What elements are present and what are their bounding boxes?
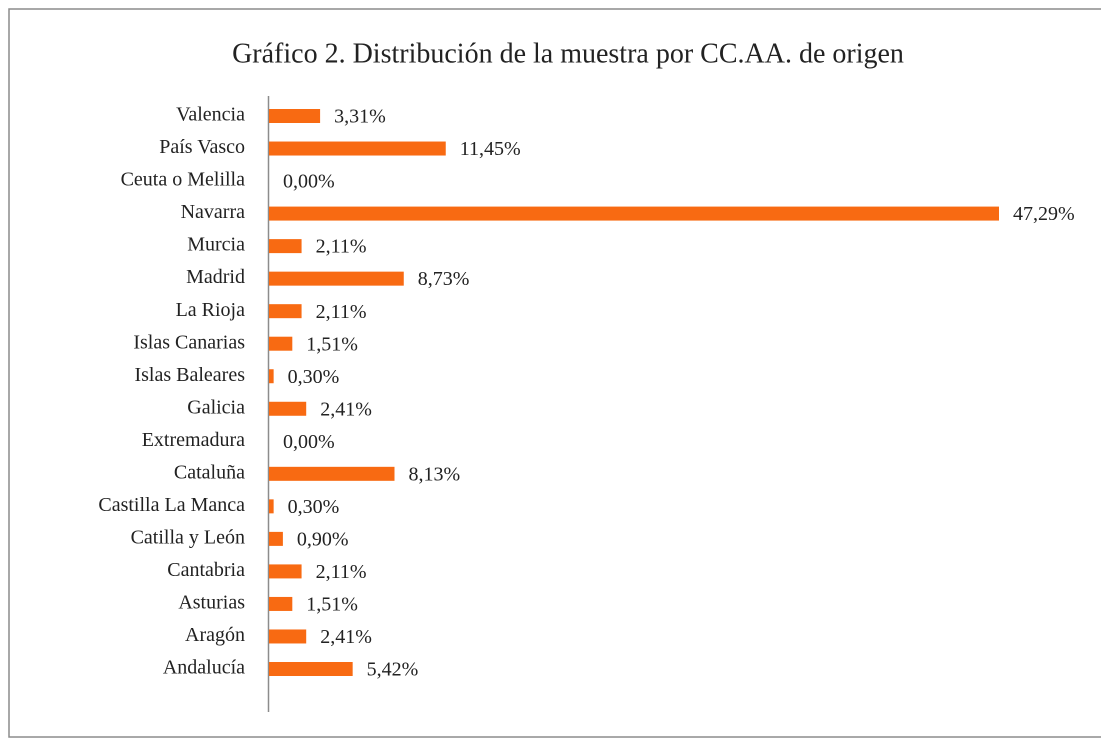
bar bbox=[269, 662, 353, 676]
bar bbox=[269, 629, 307, 644]
category-label: País Vasco bbox=[159, 136, 245, 158]
category-label: Galicia bbox=[187, 396, 245, 418]
category-label: Madrid bbox=[186, 266, 245, 288]
bar bbox=[269, 141, 446, 156]
category-label: Cantabria bbox=[167, 559, 245, 581]
value-label: 2,41% bbox=[320, 398, 372, 420]
category-label: Islas Baleares bbox=[134, 364, 245, 386]
bar bbox=[269, 466, 395, 481]
bar bbox=[269, 271, 404, 286]
value-label: 2,11% bbox=[316, 561, 367, 583]
value-label: 3,31% bbox=[334, 106, 386, 128]
value-label: 2,11% bbox=[316, 236, 367, 258]
value-label: 1,51% bbox=[306, 594, 358, 616]
bar bbox=[269, 401, 307, 416]
category-label: Asturias bbox=[178, 592, 245, 614]
bar bbox=[269, 206, 999, 221]
category-label: Andalucía bbox=[163, 657, 245, 679]
bar bbox=[269, 499, 274, 514]
bar bbox=[269, 369, 274, 384]
value-label: 1,51% bbox=[306, 333, 358, 355]
bar bbox=[269, 109, 321, 123]
category-label: Catilla y León bbox=[131, 526, 245, 548]
value-label: 2,41% bbox=[320, 626, 372, 648]
category-label: La Rioja bbox=[176, 299, 246, 321]
bar bbox=[269, 596, 293, 611]
bar bbox=[269, 531, 283, 546]
category-label: Valencia bbox=[176, 104, 245, 126]
bar bbox=[269, 564, 302, 579]
value-label: 8,13% bbox=[409, 463, 461, 485]
category-label: Cataluña bbox=[174, 461, 245, 483]
value-label: 8,73% bbox=[418, 268, 470, 290]
value-label: 11,45% bbox=[460, 138, 521, 160]
bar bbox=[269, 239, 302, 254]
chart-title: Gráfico 2. Distribución de la muestra po… bbox=[232, 38, 904, 69]
value-label: 2,11% bbox=[316, 301, 367, 323]
chart-frame bbox=[8, 8, 1101, 738]
category-label: Castilla La Manca bbox=[98, 494, 245, 516]
value-label: 0,00% bbox=[283, 431, 335, 453]
category-label: Extremadura bbox=[142, 429, 245, 451]
value-label: 0,30% bbox=[288, 496, 340, 518]
bar bbox=[269, 336, 293, 351]
value-label: 0,90% bbox=[297, 528, 349, 550]
bar bbox=[269, 304, 302, 319]
category-label: Aragón bbox=[185, 624, 245, 646]
category-label: Navarra bbox=[181, 201, 246, 223]
category-label: Ceuta o Melilla bbox=[121, 169, 246, 191]
value-label: 47,29% bbox=[1013, 203, 1075, 225]
category-label: Islas Canarias bbox=[133, 331, 245, 353]
value-label: 5,42% bbox=[367, 659, 419, 681]
value-label: 0,30% bbox=[288, 366, 340, 388]
category-label: Murcia bbox=[187, 234, 245, 256]
value-label: 0,00% bbox=[283, 171, 335, 193]
